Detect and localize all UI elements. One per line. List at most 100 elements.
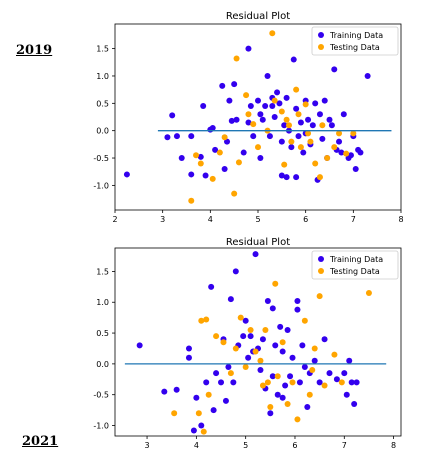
training-point	[255, 97, 261, 104]
training-point	[357, 149, 364, 156]
training-point	[245, 45, 252, 52]
training-point	[293, 174, 300, 181]
training-point	[341, 370, 348, 377]
testing-point	[274, 373, 281, 380]
testing-point	[233, 55, 240, 62]
legend-box	[311, 250, 399, 280]
training-point	[123, 171, 130, 178]
testing-point	[316, 174, 323, 181]
training-point	[269, 103, 276, 110]
training-point	[351, 400, 358, 407]
testing-point	[245, 111, 252, 118]
y-tick-label: -1.0	[93, 422, 109, 431]
legend-label: Training Data	[329, 31, 383, 40]
testing-point	[343, 150, 350, 157]
training-point	[281, 122, 288, 129]
x-tick-label: 2	[112, 215, 117, 224]
training-point	[213, 370, 220, 377]
training-point	[262, 103, 269, 110]
testing-point	[305, 130, 312, 137]
testing-point	[307, 138, 314, 145]
testing-point	[284, 400, 291, 407]
residual-plot-2021: Residual Plot 3 4 5 6 7 8 -1.0 -0.5 0.0 0.5 1.0 1.5 T…	[93, 237, 402, 450]
training-point	[188, 133, 195, 140]
testing-point	[302, 101, 309, 108]
training-point	[208, 283, 215, 290]
training-point	[299, 342, 306, 349]
training-point	[274, 89, 281, 96]
y-tick-label: 1.5	[96, 267, 109, 276]
x-tick-label: 8	[398, 215, 403, 224]
training-point	[346, 357, 353, 364]
training-point	[311, 357, 318, 364]
training-point	[212, 146, 219, 153]
testing-point	[319, 122, 326, 129]
testing-point	[203, 316, 210, 323]
training-point	[233, 116, 240, 123]
training-point	[203, 379, 210, 386]
training-point	[227, 296, 234, 303]
training-point	[326, 116, 333, 123]
training-point	[247, 103, 254, 110]
training-point	[272, 342, 279, 349]
training-point	[353, 379, 360, 386]
year-label-2021: 2021	[22, 434, 59, 449]
x-tick-label: 5	[255, 215, 260, 224]
y-tick-label: 0.0	[96, 360, 109, 369]
testing-point	[288, 138, 295, 145]
testing-point	[331, 351, 338, 358]
testing-point	[350, 130, 357, 137]
training-point	[259, 116, 266, 123]
training-point	[319, 135, 326, 142]
training-point	[274, 391, 281, 398]
training-point	[228, 117, 235, 124]
chart-title: Residual Plot	[226, 237, 290, 248]
testing-point	[316, 293, 323, 300]
plot-frame	[114, 247, 402, 437]
training-point	[316, 111, 323, 118]
x-tick-label: 6	[303, 215, 308, 224]
training-point	[297, 119, 304, 126]
training-point	[276, 100, 283, 107]
legend-marker	[318, 44, 324, 50]
testing-point	[312, 160, 319, 167]
testing-point	[295, 111, 302, 118]
testing-point	[264, 379, 271, 386]
training-point	[321, 336, 328, 343]
training-point	[316, 379, 323, 386]
training-point	[173, 133, 180, 140]
training-point	[185, 354, 192, 361]
training-point	[247, 333, 254, 340]
testing-point	[331, 144, 338, 151]
training-point	[136, 342, 143, 349]
training-point	[240, 149, 247, 156]
training-point	[200, 103, 207, 110]
training-point	[305, 116, 312, 123]
testing-point	[338, 379, 345, 386]
training-point	[231, 81, 238, 88]
y-tick-label: 1.5	[96, 45, 109, 54]
x-tick-label: 4	[208, 215, 213, 224]
training-point	[289, 354, 296, 361]
testing-point	[209, 175, 216, 182]
training-point	[343, 391, 350, 398]
training-point	[304, 404, 311, 411]
testing-point	[272, 280, 279, 287]
training-point	[264, 298, 271, 305]
training-point	[259, 336, 266, 343]
training-point	[279, 348, 286, 355]
testing-point	[321, 382, 328, 389]
training-point	[219, 82, 226, 89]
testing-point	[197, 160, 204, 167]
training-point	[328, 122, 335, 129]
testing-point	[252, 348, 259, 355]
legend-marker	[318, 268, 324, 274]
testing-point	[227, 370, 234, 377]
training-point	[266, 133, 273, 140]
y-tick-label: -0.5	[93, 154, 109, 163]
training-point	[293, 105, 300, 112]
testing-point	[281, 161, 288, 168]
training-point	[283, 94, 290, 101]
training-point	[264, 72, 271, 79]
y-tick-label: 1.0	[96, 72, 109, 81]
